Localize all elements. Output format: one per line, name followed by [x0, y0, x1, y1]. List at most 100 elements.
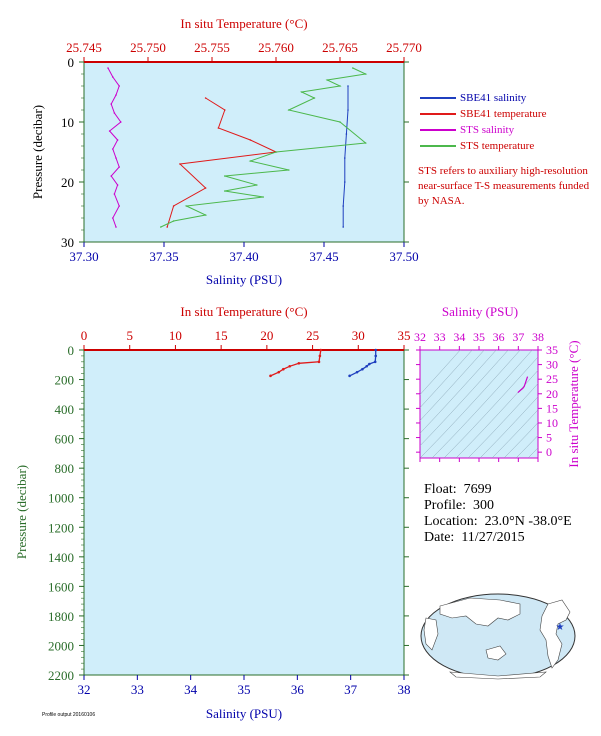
top-point-sts-salinity	[113, 112, 116, 114]
ts-density-contour	[420, 350, 485, 421]
ts-temperature-tick-label: 10	[546, 416, 558, 430]
top-point-sts-salinity	[118, 166, 120, 168]
top-ticks: 37.30 37.35 37.40 37.45 37.50 25.745 25.750 25.…	[61, 40, 422, 264]
legend-label-sbe-temperature: SBE41 temperature	[460, 108, 547, 120]
legend-swatch-sbe-salinity	[420, 97, 456, 100]
bottom-pressure-tick-label: 2200	[48, 668, 74, 683]
profile-label: Profile:	[424, 498, 466, 513]
bottom-pressure-tick-label: 1200	[48, 520, 74, 535]
bottom-temperature-tick-label: 10	[169, 328, 182, 343]
top-point-sts-temperature	[300, 91, 303, 93]
legend-label-sts-salinity: STS salinity	[460, 124, 515, 136]
top-point-sts-salinity	[113, 193, 116, 195]
top-point-sbe-salinity	[342, 226, 345, 228]
ts-density-contour	[515, 435, 538, 458]
ts-temperature-tick-label: 35	[546, 343, 558, 357]
ts-salinity-tick-label: 35	[473, 330, 485, 344]
float-value: 7699	[463, 482, 492, 497]
bottom-salinity-label: Salinity (PSU)	[206, 706, 282, 721]
bottom-salinity-tick-label: 34	[184, 682, 198, 697]
top-point-sts-salinity	[112, 76, 114, 78]
ts-density-contour	[420, 350, 497, 434]
bottom-point-sbe-temperature	[269, 374, 272, 378]
profile-info-row: Profile: 300	[424, 498, 572, 514]
top-pressure-tick-label: 0	[68, 55, 75, 70]
ts-density-contour	[431, 350, 533, 458]
ts-salinity-tick-label: 36	[493, 330, 505, 344]
top-salinity-tick-label: 37.50	[389, 249, 418, 264]
ts-temperature-tick-label: 0	[546, 445, 552, 459]
top-panel: In situ Temperature (°C) Salinity (PSU) …	[30, 16, 422, 287]
ts-density-contour	[491, 409, 538, 458]
top-pressure-tick-label: 10	[61, 115, 74, 130]
map-land-antarctica	[449, 671, 547, 680]
top-point-sbe-temperature	[217, 127, 220, 129]
ts-temperature-tick-label: 25	[546, 372, 558, 386]
bottom-ticks: 32 33 34 35 36 37 38 0 5 10 15 20 25 30 35 0 200 400 600 80…	[48, 328, 411, 697]
bottom-salinity-tick-label: 37	[344, 682, 358, 697]
bottom-pressure-tick-label: 1400	[48, 550, 74, 565]
bottom-point-sbe-salinity	[368, 362, 371, 366]
legend-swatch-sts-temperature	[420, 145, 456, 148]
top-point-sts-salinity	[110, 175, 112, 177]
ts-density-contour	[443, 356, 538, 458]
ts-density-contours	[420, 350, 538, 458]
footer-tiny-text: Profile output 20160106	[42, 712, 96, 718]
top-point-sts-salinity	[120, 121, 122, 123]
bottom-salinity-tick-label: 32	[78, 682, 91, 697]
top-series-sts-salinity	[107, 67, 122, 228]
legend-swatch-sbe-temperature	[420, 113, 456, 116]
top-salinity-tick-label: 37.40	[229, 249, 258, 264]
bottom-point-sbe-temperature	[319, 348, 323, 352]
sts-note: STS refers to auxiliary high-resolution …	[418, 165, 590, 207]
map-land-americas	[539, 599, 571, 669]
bottom-pressure-tick-label: 600	[55, 432, 75, 447]
top-point-sbe-temperature	[204, 97, 207, 99]
top-temperature-tick-label: 25.770	[386, 40, 422, 55]
date-value: 11/27/2015	[461, 530, 525, 545]
legend-swatch-sts-salinity	[420, 129, 456, 132]
legend-item-sbe-temperature: SBE41 temperature	[420, 106, 546, 122]
top-salinity-tick-label: 37.30	[69, 249, 98, 264]
bottom-pressure-tick-label: 1000	[48, 491, 74, 506]
ts-plot-area	[419, 349, 539, 459]
top-point-sts-temperature	[275, 151, 277, 153]
top-point-sts-temperature	[288, 109, 290, 111]
top-point-sbe-temperature	[249, 139, 252, 141]
top-point-sts-salinity	[116, 139, 119, 141]
top-point-sts-temperature	[172, 220, 175, 222]
bottom-temperature-title: In situ Temperature (°C)	[180, 304, 307, 319]
legend-item-sts-salinity: STS salinity	[420, 122, 546, 138]
bottom-series	[269, 348, 378, 378]
top-point-sts-temperature	[224, 190, 226, 192]
bottom-temperature-tick-label: 5	[126, 328, 133, 343]
top-temperature-tick-label: 25.745	[66, 40, 102, 55]
top-point-sbe-temperature	[204, 187, 207, 189]
top-pressure-label: Pressure (decibar)	[30, 105, 45, 199]
bottom-point-sbe-temperature	[317, 360, 321, 364]
ts-salinity-tick-label: 34	[453, 330, 465, 344]
ts-temperature-tick-label: 20	[546, 387, 558, 401]
top-point-sts-temperature	[313, 97, 316, 99]
world-map: ★	[420, 593, 576, 680]
top-series	[107, 67, 368, 228]
top-point-sts-temperature	[339, 85, 341, 87]
ts-salinity-tick-label: 32	[414, 330, 426, 344]
top-point-sts-temperature	[185, 205, 188, 207]
ts-panel: Salinity (PSU) In situ Temperature (°C) …	[414, 304, 581, 468]
ts-temperature-tick-label: 5	[546, 431, 552, 445]
top-point-sts-temperature	[204, 214, 207, 216]
location-info-row: Location: 23.0°N -38.0°E	[424, 514, 572, 530]
top-point-sts-temperature	[288, 169, 290, 171]
top-point-sbe-temperature	[166, 226, 168, 228]
top-legend: SBE41 salinity SBE41 temperature STS sal…	[420, 90, 546, 154]
top-temperature-tick-label: 25.755	[194, 40, 230, 55]
bottom-pressure-tick-label: 200	[55, 373, 75, 388]
ts-salinity-tick-label: 33	[434, 330, 446, 344]
top-point-sts-temperature	[339, 121, 341, 123]
top-point-sts-salinity	[107, 67, 109, 69]
bottom-salinity-tick-label: 33	[131, 682, 144, 697]
top-point-sbe-salinity	[344, 181, 346, 183]
top-point-sts-temperature	[352, 67, 354, 69]
